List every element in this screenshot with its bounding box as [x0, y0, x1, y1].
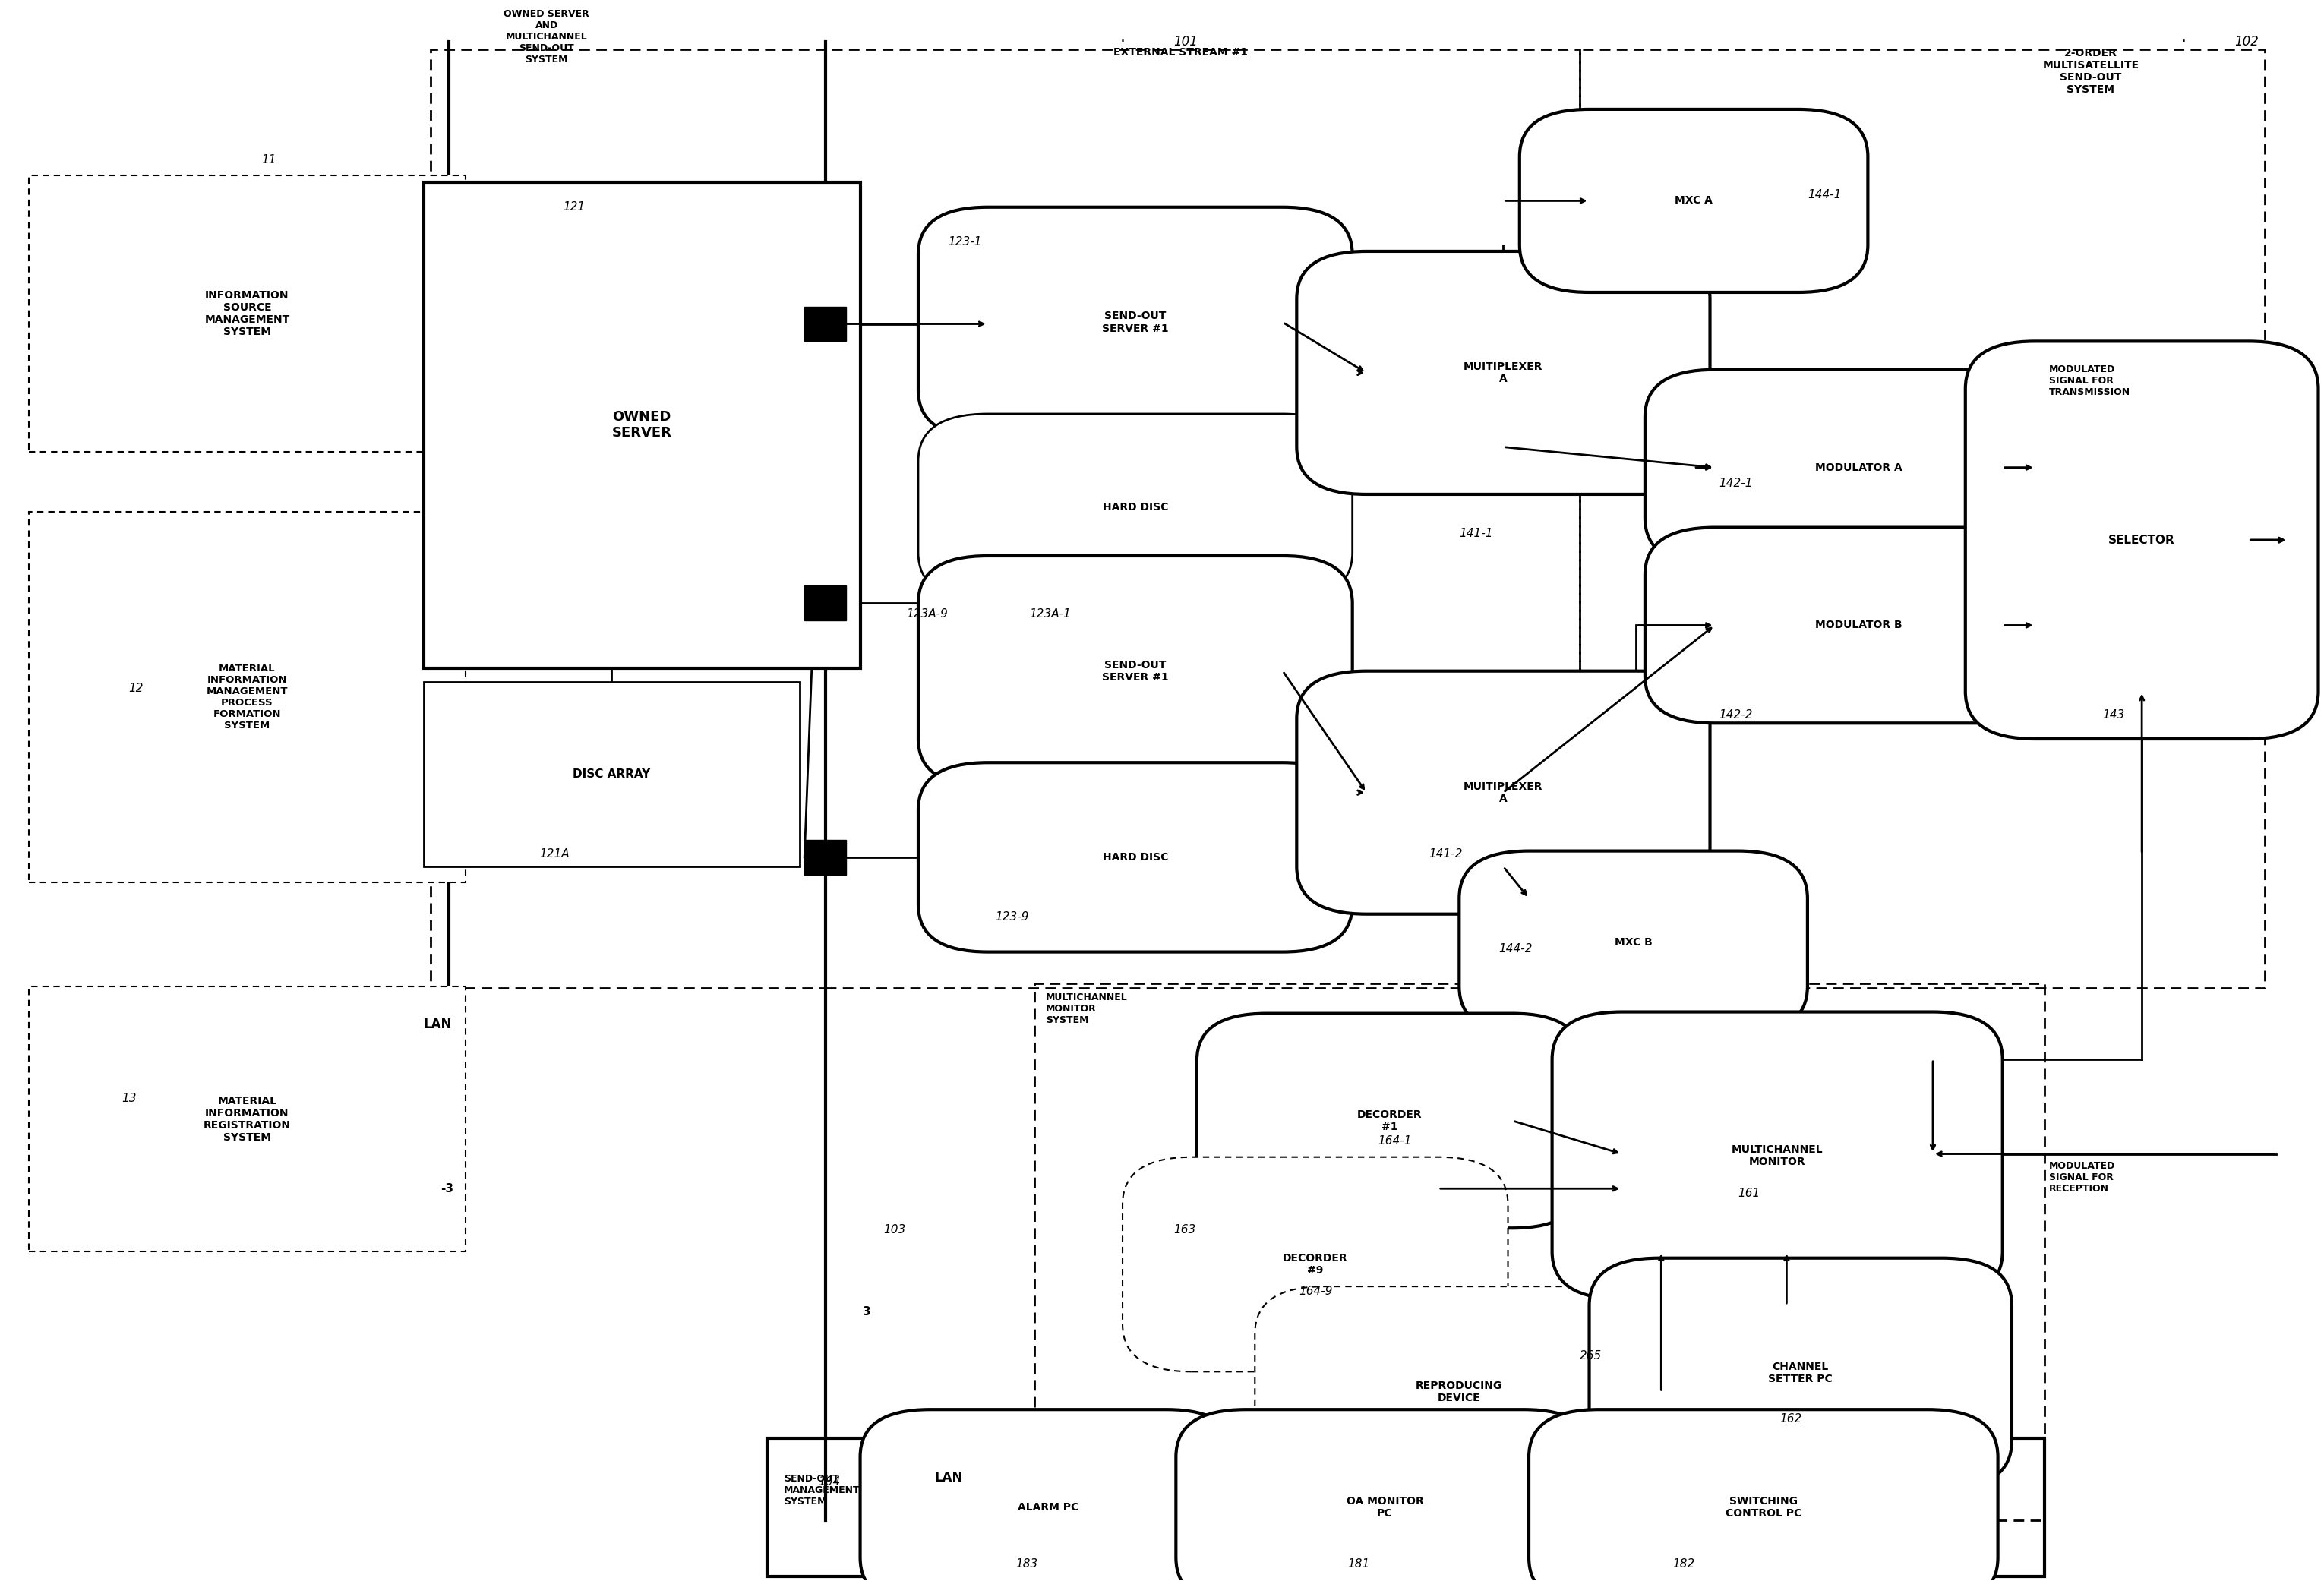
FancyBboxPatch shape: [1297, 251, 1710, 495]
Text: 123-9: 123-9: [995, 912, 1030, 923]
Text: 121A: 121A: [539, 849, 569, 860]
Text: MULTICHANNEL
MONITOR: MULTICHANNEL MONITOR: [1731, 1145, 1822, 1167]
Text: 181: 181: [1348, 1559, 1369, 1570]
Text: 102: 102: [2236, 35, 2259, 49]
Text: 103: 103: [883, 1224, 906, 1235]
Text: 143: 143: [2103, 710, 2124, 721]
Text: 162: 162: [1780, 1413, 1801, 1424]
Text: SEND-OUT
MANAGEMENT
SYSTEM: SEND-OUT MANAGEMENT SYSTEM: [783, 1473, 860, 1507]
Text: SWITCHING
CONTROL PC: SWITCHING CONTROL PC: [1724, 1496, 1801, 1519]
Text: 12: 12: [128, 683, 144, 694]
Text: 3: 3: [862, 1306, 872, 1317]
Text: 101: 101: [1174, 35, 1197, 49]
Text: 142-1: 142-1: [1720, 477, 1752, 489]
Text: MXC B: MXC B: [1615, 938, 1652, 947]
Text: SEND-OUT
SERVER #1: SEND-OUT SERVER #1: [1102, 659, 1169, 683]
Text: SELECTOR: SELECTOR: [2108, 534, 2175, 545]
Bar: [825, 49, 1580, 988]
Text: 2-ORDER
MULTISATELLITE
SEND-OUT
SYSTEM: 2-ORDER MULTISATELLITE SEND-OUT SYSTEM: [2043, 47, 2138, 95]
Text: 161: 161: [1738, 1187, 1759, 1198]
Text: MXC A: MXC A: [1676, 196, 1713, 206]
Text: 163: 163: [1174, 1224, 1197, 1235]
Text: DISC ARRAY: DISC ARRAY: [574, 768, 651, 779]
Text: -3: -3: [442, 1183, 453, 1194]
Text: CHANNEL
SETTER PC: CHANNEL SETTER PC: [1769, 1361, 1834, 1385]
Text: 265: 265: [1580, 1350, 1601, 1361]
Text: INFORMATION
SOURCE
MANAGEMENT
SYSTEM: INFORMATION SOURCE MANAGEMENT SYSTEM: [205, 289, 290, 337]
Text: 183: 183: [1016, 1559, 1039, 1570]
Text: MUITIPLEXER
A: MUITIPLEXER A: [1464, 362, 1543, 384]
Bar: [804, 307, 846, 341]
Text: 123-1: 123-1: [948, 236, 983, 248]
FancyBboxPatch shape: [1255, 1287, 1664, 1497]
Bar: [1034, 983, 2045, 1519]
Text: 11: 11: [260, 153, 277, 166]
FancyBboxPatch shape: [1297, 670, 1710, 914]
FancyBboxPatch shape: [1645, 528, 2073, 723]
FancyBboxPatch shape: [1645, 370, 2073, 566]
Text: EXTERNAL STREAM #1: EXTERNAL STREAM #1: [1113, 47, 1248, 58]
Text: OA MONITOR
PC: OA MONITOR PC: [1346, 1496, 1425, 1519]
FancyBboxPatch shape: [1529, 1410, 1999, 1581]
Text: MODULATOR A: MODULATOR A: [1815, 462, 1901, 473]
FancyBboxPatch shape: [1590, 1258, 2013, 1488]
Bar: [1580, 49, 2266, 988]
Text: OWNED SERVER
AND
MULTICHANNEL
SEND-OUT
SYSTEM: OWNED SERVER AND MULTICHANNEL SEND-OUT S…: [504, 9, 590, 65]
FancyBboxPatch shape: [860, 1410, 1236, 1581]
Text: HARD DISC: HARD DISC: [1102, 501, 1169, 512]
FancyBboxPatch shape: [423, 182, 860, 667]
FancyBboxPatch shape: [28, 512, 465, 882]
Text: 144-1: 144-1: [1808, 188, 1841, 201]
FancyBboxPatch shape: [918, 414, 1353, 601]
Text: 141-1: 141-1: [1459, 528, 1492, 539]
Bar: [804, 840, 846, 874]
Text: MODULATED
SIGNAL FOR
TRANSMISSION: MODULATED SIGNAL FOR TRANSMISSION: [2050, 364, 2131, 397]
Text: 182: 182: [1673, 1559, 1694, 1570]
Text: 104: 104: [818, 1477, 841, 1488]
Text: 13: 13: [121, 1092, 137, 1105]
Text: 144-2: 144-2: [1499, 944, 1532, 955]
Text: LAN: LAN: [934, 1470, 962, 1485]
FancyBboxPatch shape: [1552, 1012, 2003, 1300]
FancyBboxPatch shape: [1176, 1410, 1594, 1581]
Text: MODULATED
SIGNAL FOR
RECEPTION: MODULATED SIGNAL FOR RECEPTION: [2050, 1160, 2115, 1194]
FancyBboxPatch shape: [28, 175, 465, 452]
Text: 123A-9: 123A-9: [906, 609, 948, 620]
FancyBboxPatch shape: [918, 207, 1353, 438]
Text: DECORDER
#9: DECORDER #9: [1283, 1252, 1348, 1276]
FancyBboxPatch shape: [1459, 851, 1808, 1034]
FancyBboxPatch shape: [918, 762, 1353, 952]
Text: ALARM PC: ALARM PC: [1018, 1502, 1078, 1513]
FancyBboxPatch shape: [1122, 1157, 1508, 1372]
Text: MODULATOR B: MODULATOR B: [1815, 620, 1901, 631]
Text: OWNED
SERVER: OWNED SERVER: [611, 409, 672, 440]
Text: DECORDER
#1: DECORDER #1: [1357, 1110, 1422, 1132]
Text: MATERIAL
INFORMATION
MANAGEMENT
PROCESS
FORMATION
SYSTEM: MATERIAL INFORMATION MANAGEMENT PROCESS …: [207, 664, 288, 730]
Bar: [767, 1439, 2045, 1576]
FancyBboxPatch shape: [28, 987, 465, 1252]
Text: 164-1: 164-1: [1378, 1135, 1411, 1146]
Text: 142-2: 142-2: [1720, 710, 1752, 721]
Text: MULTICHANNEL
MONITOR
SYSTEM: MULTICHANNEL MONITOR SYSTEM: [1046, 993, 1127, 1024]
Text: ·: ·: [2180, 33, 2187, 49]
Text: 141-2: 141-2: [1429, 849, 1462, 860]
Bar: [804, 587, 846, 621]
Text: MUITIPLEXER
A: MUITIPLEXER A: [1464, 781, 1543, 805]
Text: LAN: LAN: [423, 1018, 451, 1031]
Text: SEND-OUT
SERVER #1: SEND-OUT SERVER #1: [1102, 311, 1169, 334]
FancyBboxPatch shape: [1197, 1013, 1583, 1228]
Text: MATERIAL
INFORMATION
REGISTRATION
SYSTEM: MATERIAL INFORMATION REGISTRATION SYSTEM: [205, 1096, 290, 1143]
Text: 123A-1: 123A-1: [1030, 609, 1071, 620]
FancyBboxPatch shape: [1966, 341, 2319, 738]
Text: REPRODUCING
DEVICE: REPRODUCING DEVICE: [1415, 1380, 1504, 1404]
FancyBboxPatch shape: [918, 557, 1353, 786]
Text: HARD DISC: HARD DISC: [1102, 852, 1169, 863]
Text: 121: 121: [562, 201, 586, 213]
Text: 164-9: 164-9: [1299, 1285, 1332, 1296]
FancyBboxPatch shape: [1520, 109, 1868, 292]
Bar: [430, 49, 825, 988]
Text: ·: ·: [1120, 33, 1125, 49]
FancyBboxPatch shape: [423, 681, 799, 866]
